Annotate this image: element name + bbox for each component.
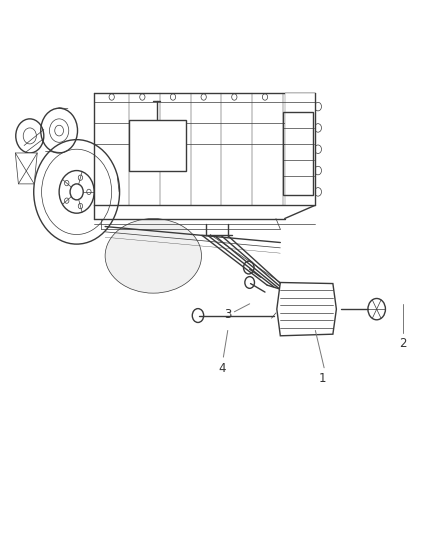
Circle shape — [314, 145, 321, 154]
FancyBboxPatch shape — [129, 120, 186, 171]
Circle shape — [78, 175, 83, 180]
Circle shape — [78, 204, 83, 209]
Circle shape — [232, 94, 237, 100]
Circle shape — [297, 297, 316, 321]
Circle shape — [314, 102, 321, 111]
Circle shape — [314, 188, 321, 196]
Text: 2: 2 — [399, 337, 407, 350]
Circle shape — [314, 166, 321, 175]
Circle shape — [314, 124, 321, 132]
Circle shape — [302, 304, 311, 314]
Circle shape — [201, 94, 206, 100]
Text: 4: 4 — [219, 362, 226, 375]
Circle shape — [192, 309, 204, 322]
Circle shape — [64, 198, 69, 203]
Circle shape — [368, 298, 385, 320]
Circle shape — [87, 189, 91, 195]
Circle shape — [55, 125, 64, 136]
Text: 1: 1 — [318, 372, 326, 385]
Ellipse shape — [105, 219, 201, 293]
Polygon shape — [277, 282, 336, 336]
Circle shape — [140, 94, 145, 100]
Polygon shape — [15, 153, 37, 184]
Text: 3: 3 — [224, 308, 231, 321]
Circle shape — [244, 261, 254, 274]
Circle shape — [64, 181, 69, 186]
Polygon shape — [285, 93, 315, 205]
Circle shape — [245, 277, 254, 288]
Circle shape — [262, 94, 268, 100]
Circle shape — [170, 94, 176, 100]
Circle shape — [109, 94, 114, 100]
Circle shape — [70, 184, 83, 200]
